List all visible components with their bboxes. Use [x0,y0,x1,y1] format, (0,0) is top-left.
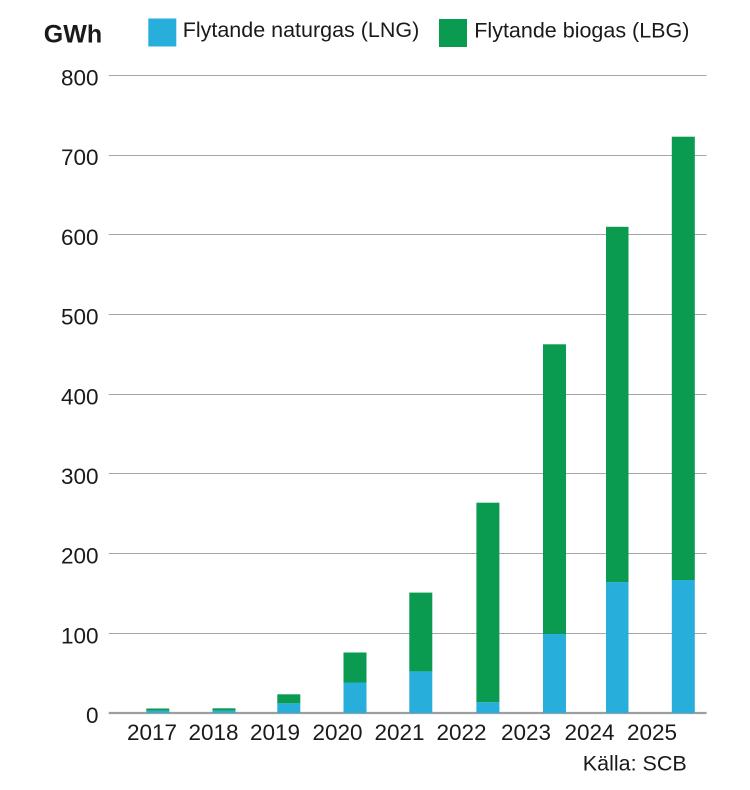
svg-text:200: 200 [61,544,99,569]
svg-text:700: 700 [61,145,99,170]
svg-text:100: 100 [61,623,99,648]
svg-text:300: 300 [61,464,99,489]
svg-text:Flytande biogas (LBG): Flytande biogas (LBG) [474,19,689,43]
svg-text:800: 800 [61,66,99,91]
svg-text:2025: 2025 [627,720,677,745]
svg-text:2021: 2021 [374,720,424,745]
svg-text:Källa: SCB: Källa: SCB [583,752,687,776]
svg-text:2023: 2023 [501,720,551,745]
svg-text:2022: 2022 [436,720,486,745]
svg-text:2019: 2019 [250,720,300,745]
svg-text:2017: 2017 [127,720,177,745]
svg-text:2020: 2020 [312,720,362,745]
svg-text:600: 600 [61,225,99,250]
svg-text:Flytande naturgas (LNG): Flytande naturgas (LNG) [183,18,420,42]
svg-text:GWh: GWh [44,20,102,48]
svg-text:2018: 2018 [188,720,238,745]
svg-text:2024: 2024 [564,720,614,745]
svg-text:500: 500 [61,305,99,330]
svg-text:400: 400 [61,384,99,409]
svg-text:0: 0 [86,703,99,728]
